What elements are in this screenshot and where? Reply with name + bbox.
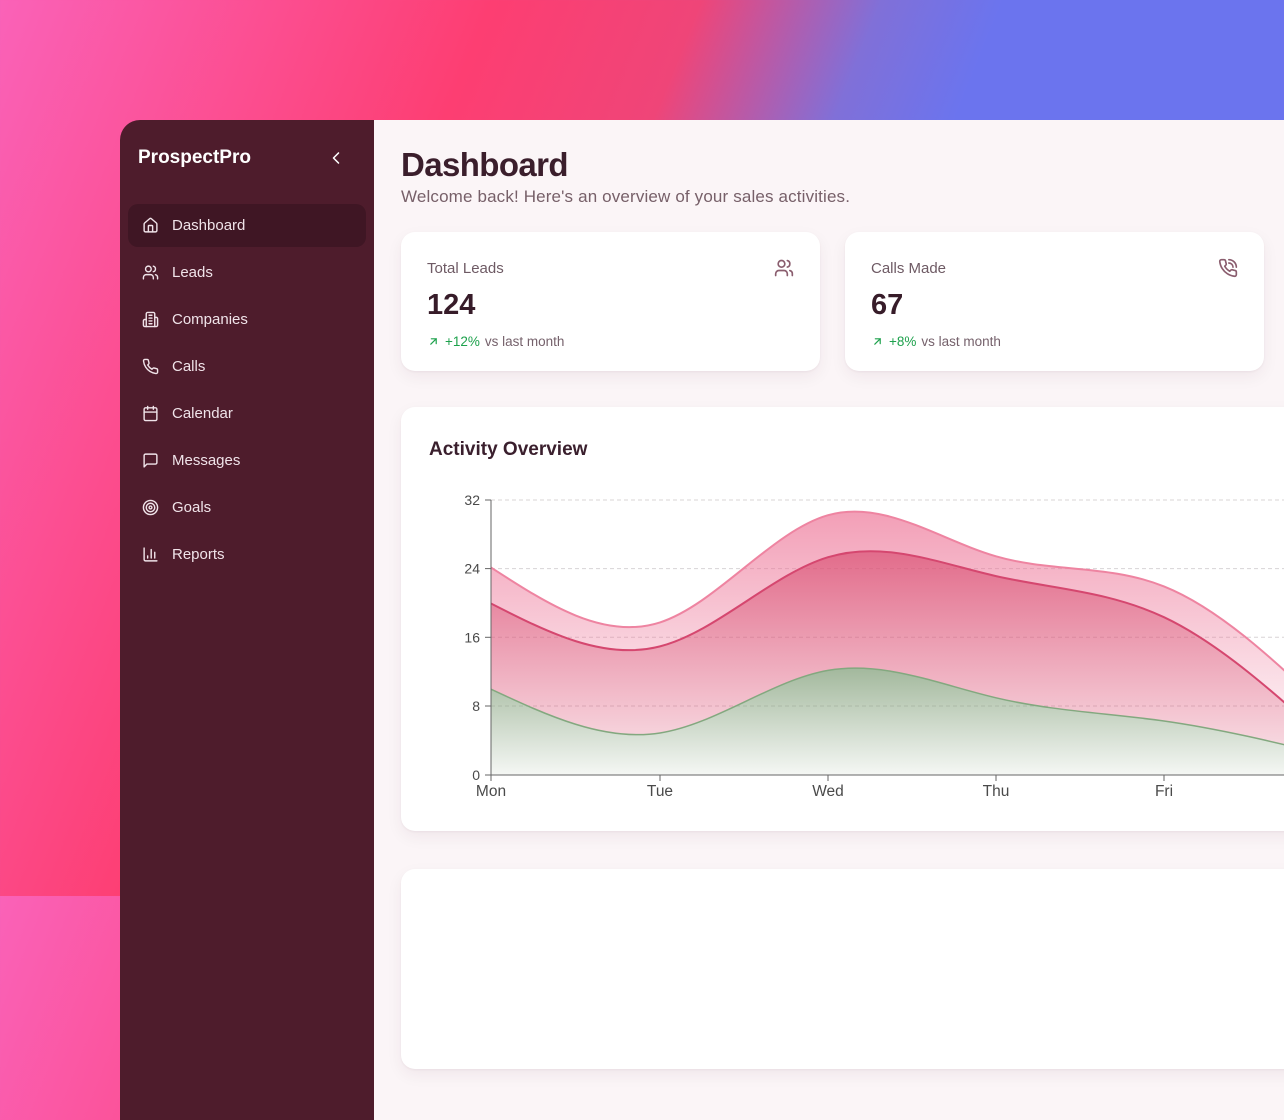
svg-text:Fri: Fri — [1155, 783, 1173, 800]
svg-text:Wed: Wed — [812, 783, 844, 800]
svg-text:8: 8 — [472, 698, 480, 714]
svg-text:32: 32 — [464, 492, 480, 508]
svg-text:0: 0 — [472, 767, 480, 783]
svg-text:16: 16 — [464, 629, 480, 645]
svg-text:24: 24 — [464, 561, 480, 577]
svg-text:Thu: Thu — [983, 783, 1010, 800]
svg-text:Tue: Tue — [647, 783, 673, 800]
svg-text:Mon: Mon — [476, 783, 506, 800]
